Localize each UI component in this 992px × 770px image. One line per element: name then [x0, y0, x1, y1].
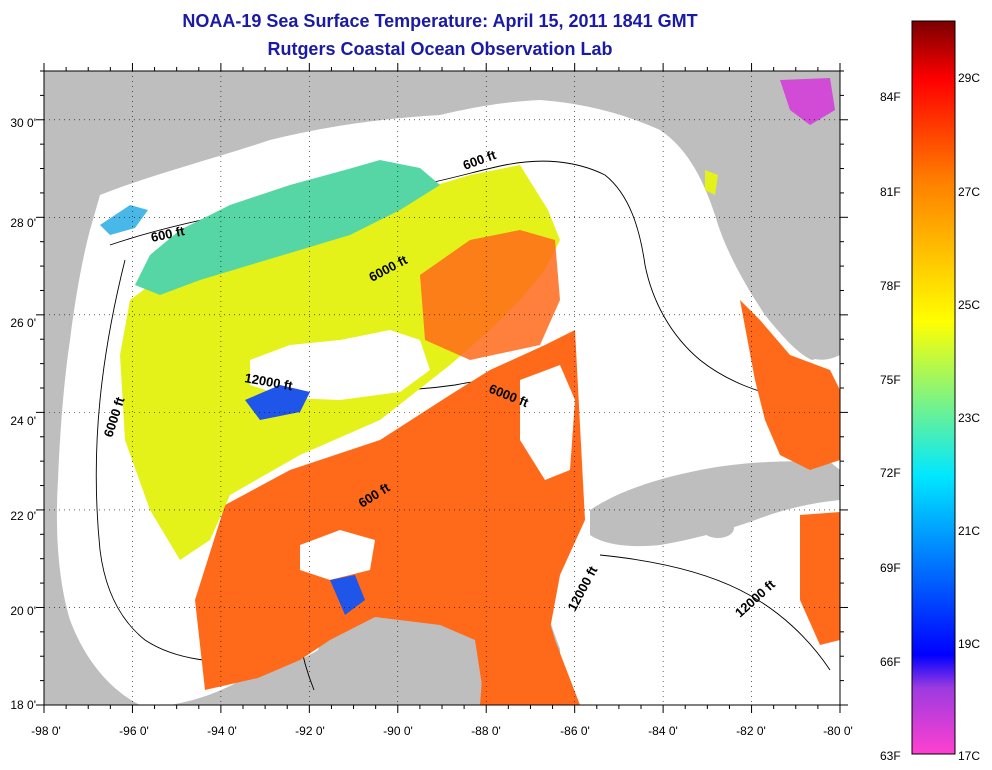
lon-label: -90 0' — [383, 724, 413, 738]
colorbar-f-label: 66F — [880, 655, 901, 669]
map-subtitle: Rutgers Coastal Ocean Observation Lab — [267, 39, 613, 59]
lat-label: 24 0' — [10, 414, 36, 428]
colorbar-c-label: 19C — [958, 637, 981, 651]
lat-label: 30 0' — [10, 116, 36, 130]
lon-label: -96 0' — [119, 724, 149, 738]
colorbar-c-label: 29C — [958, 71, 981, 85]
lon-label: -80 0' — [823, 724, 853, 738]
lon-label: -82 0' — [736, 724, 766, 738]
colorbar-f-label: 63F — [880, 749, 901, 763]
lat-label: 28 0' — [10, 216, 36, 230]
lat-label: 22 0' — [10, 509, 36, 523]
colorbar-f-label: 84F — [880, 90, 901, 104]
colorbar-c-label: 23C — [958, 411, 981, 425]
lon-label: -88 0' — [471, 724, 501, 738]
colorbar-c-label: 21C — [958, 524, 981, 538]
lon-label: -98 0' — [31, 724, 61, 738]
axis-ticks — [36, 63, 848, 713]
cuba-land — [590, 461, 840, 547]
colorbar-f-label: 81F — [880, 185, 901, 199]
lat-label: 20 0' — [10, 604, 36, 618]
colorbar-f-label: 69F — [880, 561, 901, 575]
map-title: NOAA-19 Sea Surface Temperature: April 1… — [182, 11, 698, 31]
colorbar-c-label: 17C — [958, 749, 981, 763]
florida-land — [700, 71, 840, 360]
colorbar-c-label: 27C — [958, 185, 981, 199]
island-land — [702, 518, 734, 538]
sst-swath — [100, 78, 840, 705]
lat-label: 26 0' — [10, 316, 36, 330]
colorbar — [911, 20, 956, 755]
contour-label: 600 ft — [150, 223, 187, 245]
lon-label: -84 0' — [648, 724, 678, 738]
colorbar-c-label: 25C — [958, 298, 981, 312]
colorbar-f-label: 75F — [880, 373, 901, 387]
lon-label: -94 0' — [207, 724, 237, 738]
colorbar-f-label: 72F — [880, 466, 901, 480]
lon-label: -86 0' — [560, 724, 590, 738]
lon-label: -92 0' — [295, 724, 325, 738]
graticule — [44, 71, 840, 705]
colorbar-f-label: 78F — [880, 279, 901, 293]
lat-label: 18 0' — [10, 698, 36, 712]
